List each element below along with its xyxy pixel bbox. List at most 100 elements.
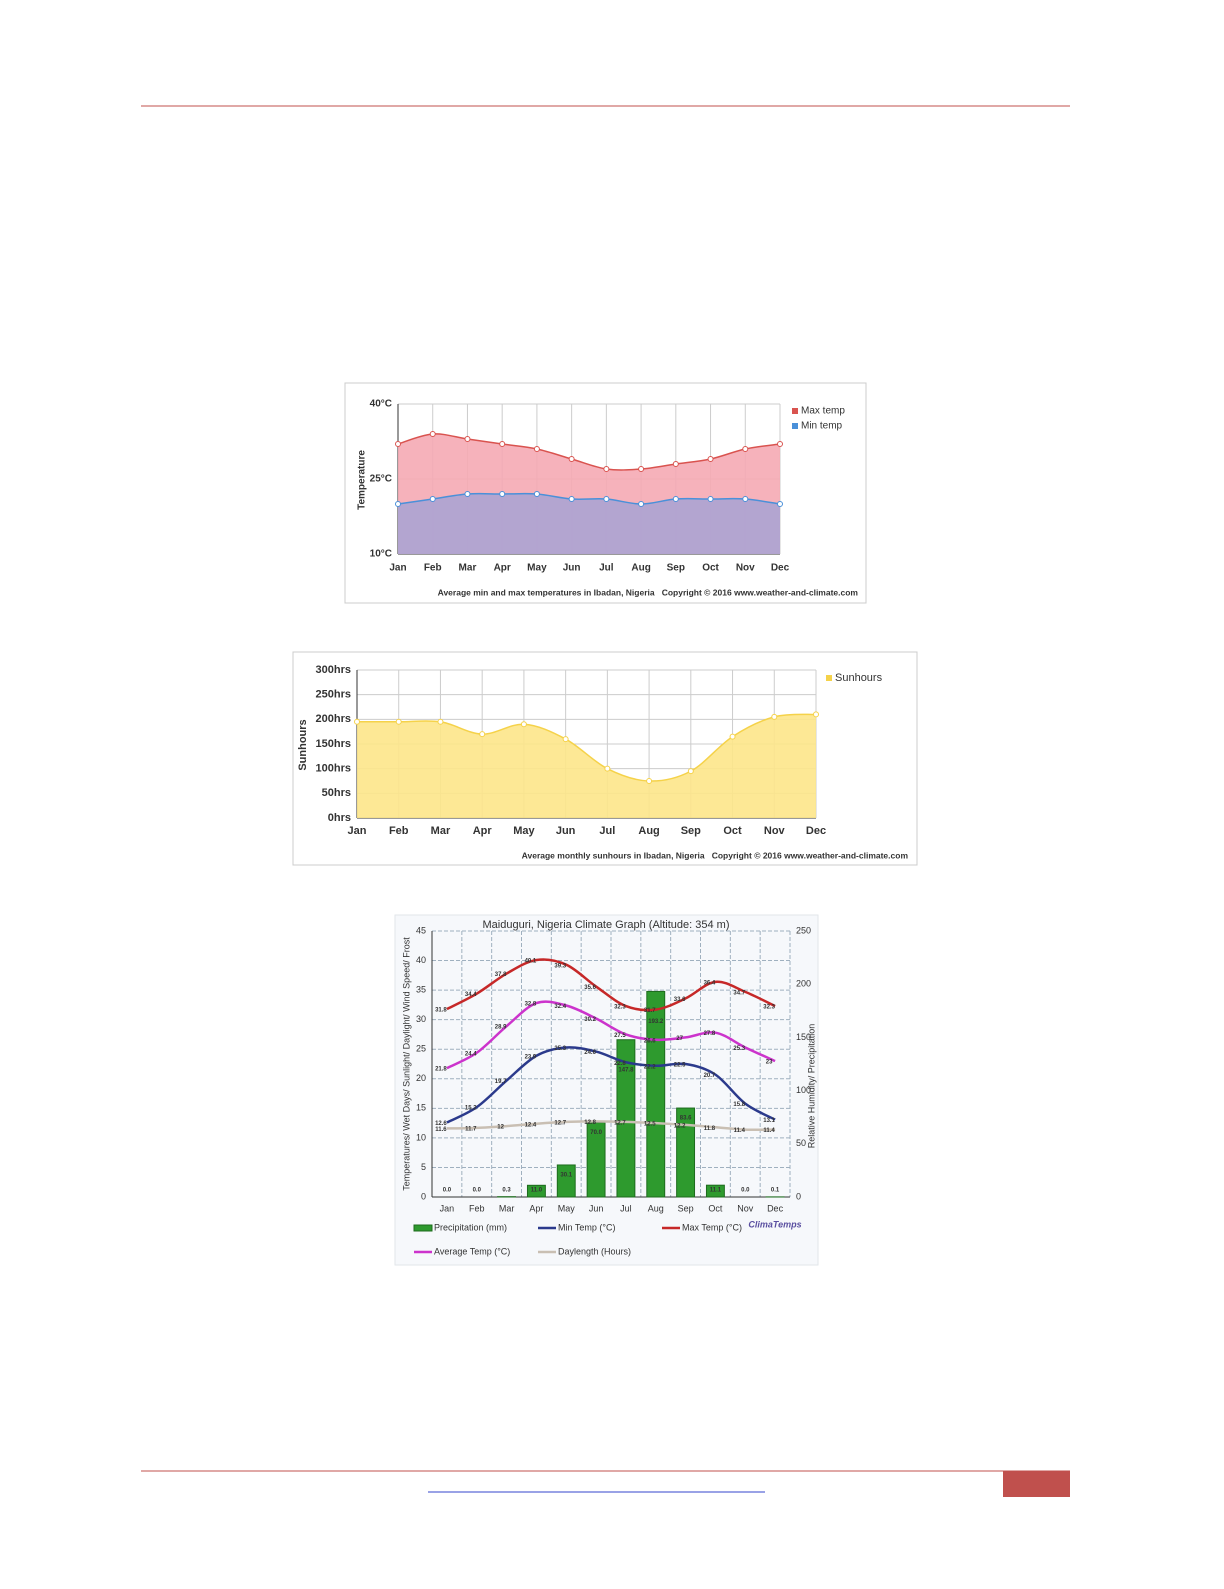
data-point (396, 442, 401, 447)
y-tick-label: 50hrs (322, 787, 351, 799)
data-label: 30.2 (584, 1017, 596, 1023)
chart-caption: Average min and max temperatures in Ibad… (438, 587, 859, 597)
legend-swatch (414, 1225, 432, 1231)
data-label: 23 (766, 1060, 773, 1066)
x-tick-label: Nov (736, 563, 755, 574)
data-label: 34.4 (465, 992, 477, 998)
data-label: 13.1 (763, 1118, 775, 1124)
data-label: 21.8 (435, 1067, 447, 1073)
data-label: 30.1 (560, 1173, 572, 1179)
y-axis-label: Temperature (357, 450, 368, 510)
data-point (743, 447, 748, 452)
data-point (396, 502, 401, 507)
data-label: 32.4 (554, 1004, 566, 1010)
data-label: 25.3 (554, 1046, 566, 1052)
x-tick-label: Apr (473, 825, 493, 837)
data-label: 15.8 (733, 1102, 745, 1108)
data-label: 27.8 (704, 1031, 716, 1037)
x-tick-label: Apr (529, 1203, 543, 1213)
data-label: 0.3 (502, 1188, 511, 1194)
data-label: 0.0 (473, 1188, 482, 1194)
legend-label: Precipitation (mm) (434, 1222, 507, 1232)
y-tick-label: 30 (416, 1014, 426, 1024)
data-label: 12.7 (554, 1121, 566, 1127)
y-tick-label: 25 (416, 1044, 426, 1054)
data-label: 22.2 (644, 1064, 656, 1070)
x-tick-label: Feb (424, 563, 442, 574)
data-label: 0.0 (741, 1188, 750, 1194)
data-label: 20.7 (704, 1073, 716, 1079)
data-point (465, 437, 470, 442)
data-label: 39.3 (554, 963, 566, 969)
data-point (438, 719, 443, 724)
x-tick-label: Nov (737, 1203, 754, 1213)
data-point (604, 467, 609, 472)
x-tick-label: Nov (764, 825, 786, 837)
data-point (355, 719, 360, 724)
data-point (480, 732, 485, 737)
data-label: 36.4 (704, 980, 716, 986)
y-tick-label: 0hrs (328, 812, 351, 824)
data-point (534, 447, 539, 452)
x-tick-label: Dec (767, 1203, 784, 1213)
x-tick-label: May (558, 1203, 576, 1213)
data-label: 27.5 (614, 1033, 626, 1039)
data-label: 11.0 (531, 1188, 543, 1194)
chart-frame (395, 915, 818, 1265)
data-point (605, 766, 610, 771)
watermark: ClimaTemps (748, 1219, 801, 1229)
data-label: 11.4 (763, 1128, 775, 1134)
data-label: 11.8 (704, 1126, 716, 1132)
x-tick-label: Dec (806, 825, 826, 837)
x-tick-label: Feb (469, 1203, 485, 1213)
y-tick-label: 45 (416, 925, 426, 935)
data-point (465, 492, 470, 497)
data-label: 35.6 (584, 985, 596, 991)
data-point (639, 502, 644, 507)
data-label: 15.2 (465, 1106, 477, 1112)
legend-label: Daylength (Hours) (558, 1246, 631, 1256)
data-label: 70.0 (590, 1130, 602, 1136)
x-tick-label: Jun (589, 1203, 604, 1213)
data-label: 19.7 (495, 1079, 507, 1085)
data-point (772, 714, 777, 719)
y-axis-label: Temperatures/ Wet Days/ Sunlight/ Daylig… (401, 937, 411, 1191)
x-tick-label: Mar (431, 825, 451, 837)
data-point (639, 467, 644, 472)
data-label: 26.6 (644, 1038, 656, 1044)
data-label: 28.9 (495, 1025, 507, 1031)
x-tick-label: Mar (459, 563, 477, 574)
x-tick-label: Dec (771, 563, 790, 574)
data-point (708, 497, 713, 502)
x-tick-label: Jun (556, 825, 576, 837)
legend-label: Max Temp (°C) (682, 1222, 742, 1232)
legend-swatch (792, 408, 798, 414)
data-point (730, 734, 735, 739)
data-label: 40.1 (525, 959, 537, 965)
data-point (647, 779, 652, 784)
y-tick-label: 20 (416, 1073, 426, 1083)
data-point (430, 497, 435, 502)
data-label: 12.4 (525, 1122, 537, 1128)
y-tick-label: 40°C (370, 399, 392, 410)
y-tick-label: 25°C (370, 474, 392, 485)
x-tick-label: Jul (599, 563, 614, 574)
y-tick-label: 10 (416, 1132, 426, 1142)
data-label: 83.6 (680, 1116, 692, 1122)
data-label: 12 (497, 1125, 504, 1131)
x-tick-label: Aug (631, 563, 650, 574)
data-label: 32.3 (614, 1005, 626, 1011)
data-point (563, 737, 568, 742)
x-tick-label: Apr (494, 563, 511, 574)
data-point (396, 719, 401, 724)
data-point (688, 769, 693, 774)
y-tick-label: 200hrs (316, 713, 351, 725)
x-tick-label: Jul (620, 1203, 632, 1213)
legend-swatch (826, 675, 832, 681)
y-tick-label: 300hrs (316, 664, 351, 676)
data-label: 193.2 (648, 1019, 664, 1025)
data-label: 11.6 (435, 1127, 447, 1133)
x-tick-label: Jan (389, 563, 406, 574)
